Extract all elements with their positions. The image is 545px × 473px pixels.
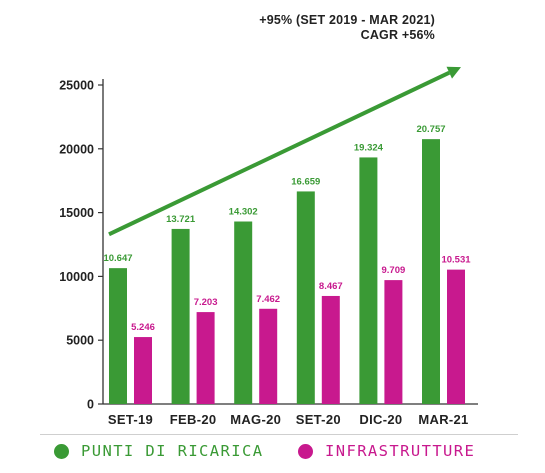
data-label: 20.757 (416, 124, 445, 135)
data-label: 5.246 (131, 322, 155, 333)
bar-punti-di-ricarica (234, 221, 253, 404)
y-tick-label: 25000 (59, 79, 94, 93)
legend-label-punti-di-ricarica: PUNTI DI RICARICA (81, 442, 264, 460)
data-label: 10.647 (103, 253, 132, 264)
data-label: 8.467 (319, 281, 343, 292)
y-tick-label: 5000 (66, 334, 94, 348)
x-tick-label: DIC-20 (359, 412, 402, 427)
data-label: 16.659 (291, 176, 320, 187)
y-tick-label: 20000 (59, 142, 94, 156)
trend-arrow-head (446, 66, 461, 79)
legend-swatch-green (54, 443, 69, 459)
legend-label-infrastrutture: INFRASTRUTTURE (325, 442, 476, 460)
bar-punti-di-ricarica (296, 191, 315, 404)
bar-infrastrutture (134, 337, 152, 404)
data-label: 14.302 (229, 207, 258, 218)
y-tick-label: 0 (87, 398, 94, 412)
data-label: 7.462 (256, 294, 280, 305)
data-label: 10.531 (441, 255, 471, 266)
bar-punti-di-ricarica (422, 139, 440, 404)
x-tick-label: MAG-20 (230, 412, 281, 427)
bar-infrastrutture (259, 308, 278, 404)
bar-infrastrutture (196, 312, 215, 404)
legend-divider (40, 434, 518, 435)
bar-chart: 0 5000 10000 15000 20000 25000 10.647 5.246 SET-… (59, 66, 478, 427)
legend-item-punti-di-ricarica: PUNTI DI RICARICA (54, 442, 263, 460)
data-label: 19.324 (354, 142, 384, 153)
cagr-annotation: CAGR +56% (360, 28, 435, 42)
y-tick-label: 15000 (59, 206, 94, 220)
bar-punti-di-ricarica (171, 228, 190, 404)
y-tick-label: 10000 (59, 270, 94, 284)
bar-punti-di-ricarica (359, 157, 378, 404)
x-tick-label: SET-20 (296, 412, 341, 427)
x-tick-label: SET-19 (108, 412, 153, 427)
bar-infrastrutture (384, 280, 403, 404)
bar-punti-di-ricarica (109, 268, 127, 404)
bar-infrastrutture (321, 295, 340, 404)
data-label: 9.709 (382, 265, 406, 276)
bar-infrastrutture (447, 269, 465, 404)
trend-arrow-line (108, 70, 451, 237)
data-label: 7.203 (194, 297, 218, 308)
x-tick-label: FEB-20 (170, 412, 217, 427)
legend-item-infrastrutture: INFRASTRUTTURE (298, 442, 475, 460)
x-tick-label: MAR-21 (418, 412, 468, 427)
growth-annotation: +95% (SET 2019 - MAR 2021) (259, 13, 435, 27)
legend-swatch-magenta (298, 443, 313, 459)
data-label: 13.721 (166, 214, 196, 225)
